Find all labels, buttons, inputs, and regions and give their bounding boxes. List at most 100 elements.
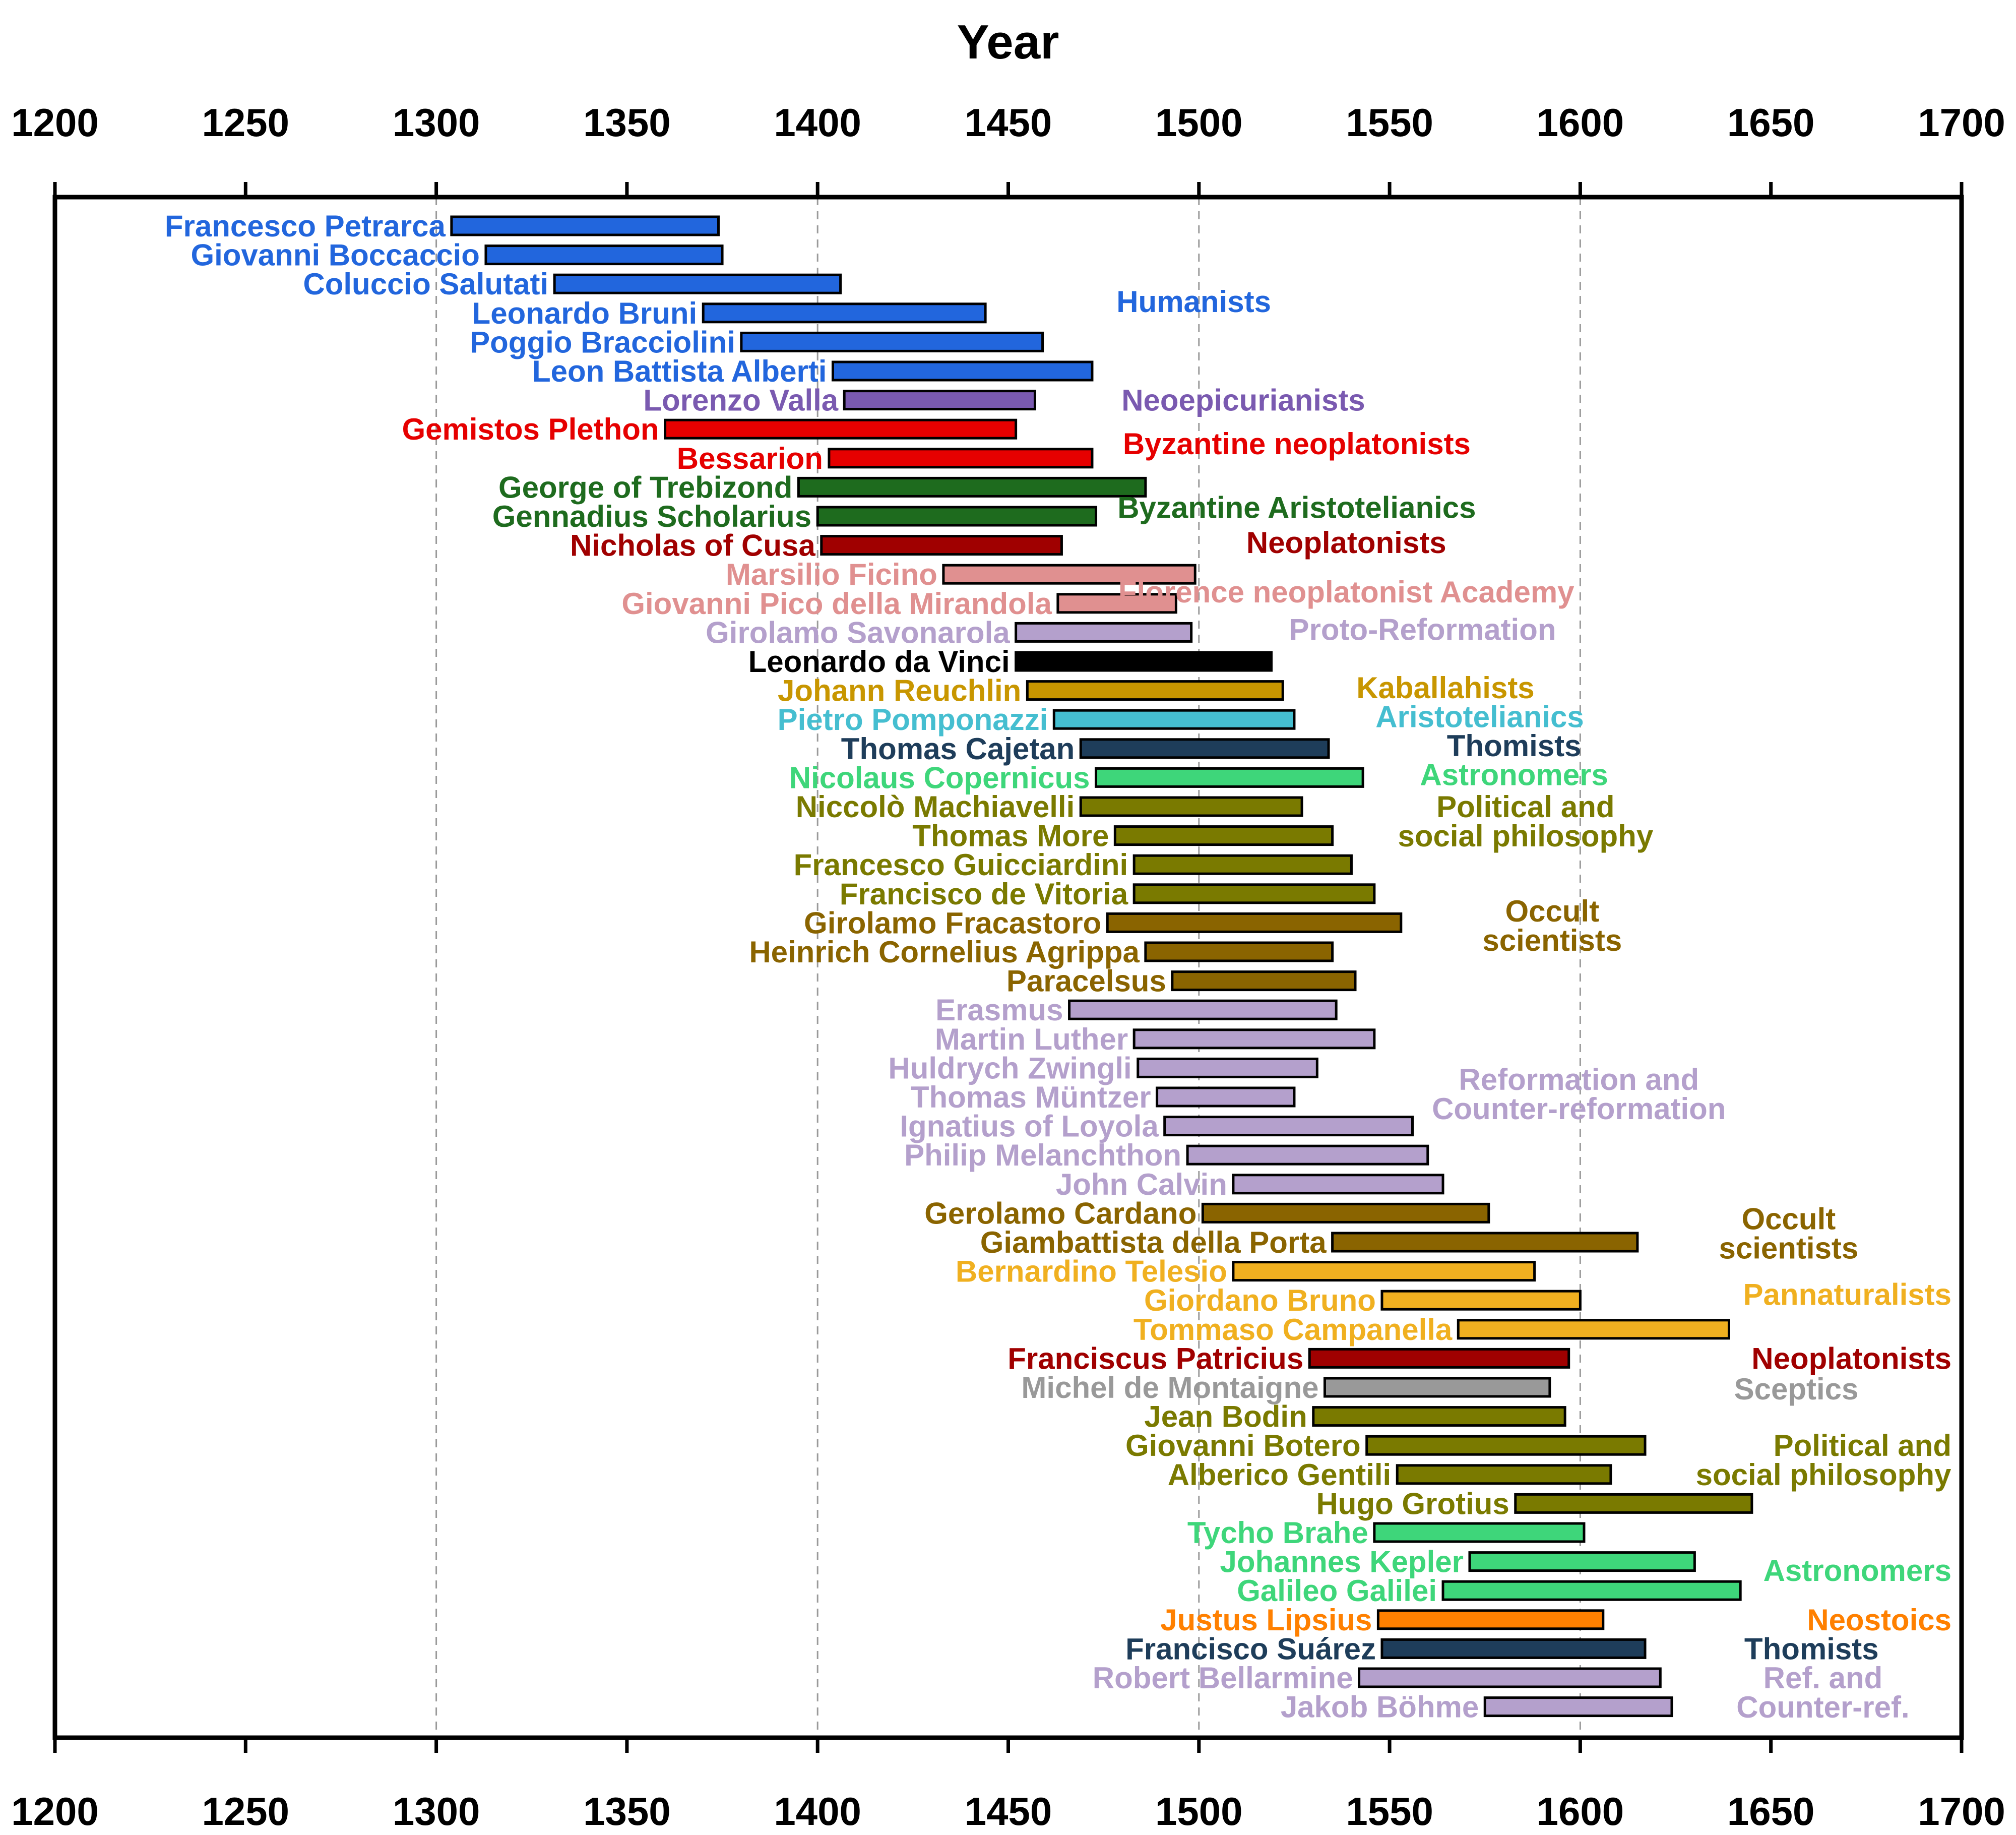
lifespan-bar bbox=[1373, 1522, 1586, 1543]
axes: Year 1200 1200 1250 1250 1300 1300 1350 1350 140… bbox=[11, 15, 2005, 1833]
lifespan-bar bbox=[1113, 825, 1334, 846]
x-tick-label-bottom: 1500 bbox=[1155, 1789, 1243, 1833]
lifespan-bar bbox=[1232, 1174, 1444, 1195]
person-label: Giovanni Botero bbox=[1125, 1429, 1361, 1462]
lifespan-bar bbox=[1156, 1086, 1296, 1108]
lifespan-bar bbox=[797, 476, 1147, 498]
lifespan-bar bbox=[1015, 651, 1273, 672]
x-tick-label-top: 1700 bbox=[1918, 100, 2005, 145]
group-label: Aristotelianics bbox=[1375, 700, 1584, 733]
lifespan-bar bbox=[1026, 680, 1284, 701]
person-label: Francesco Guicciardini bbox=[794, 848, 1128, 882]
x-tick-label-top: 1650 bbox=[1727, 100, 1815, 145]
person-label: Tommaso Campanella bbox=[1133, 1313, 1453, 1347]
person-label: Leonardo da Vinci bbox=[748, 645, 1010, 679]
person-label: Martin Luther bbox=[935, 1022, 1128, 1056]
lifespan-bar bbox=[1308, 1348, 1570, 1369]
lifespan-bar bbox=[1468, 1551, 1696, 1572]
lifespan-bar bbox=[1137, 1057, 1318, 1078]
group-label: scientists bbox=[1482, 924, 1622, 957]
lifespan-bar bbox=[1171, 970, 1357, 992]
lifespan-bar bbox=[1132, 1028, 1376, 1050]
person-label: Gerolamo Cardano bbox=[924, 1196, 1196, 1230]
x-tick-label-top: 1450 bbox=[965, 100, 1052, 145]
person-label: Justus Lipsius bbox=[1160, 1603, 1372, 1637]
person-label: Johannes Kepler bbox=[1220, 1545, 1464, 1579]
person-label: John Calvin bbox=[1056, 1168, 1227, 1201]
x-tick-label-top: 1500 bbox=[1155, 100, 1243, 145]
person-label: Erasmus bbox=[935, 993, 1063, 1027]
person-label: Huldrych Zwingli bbox=[888, 1051, 1131, 1085]
grid bbox=[435, 197, 1581, 1738]
person-label: Thomas More bbox=[912, 819, 1109, 853]
lifespan-bar bbox=[702, 302, 987, 324]
group-label: Political and bbox=[1774, 1429, 1951, 1462]
lifespan-bar bbox=[1380, 1638, 1647, 1659]
lifespan-bar bbox=[1323, 1377, 1551, 1398]
lifespan-bar bbox=[1106, 912, 1403, 933]
person-label: Michel de Montaigne bbox=[1021, 1371, 1318, 1404]
lifespan-bar bbox=[1441, 1580, 1742, 1601]
lifespan-bar bbox=[450, 215, 720, 236]
person-label: Thomas Müntzer bbox=[911, 1080, 1151, 1114]
group-label: Florence neoplatonist Academy bbox=[1118, 575, 1574, 609]
lifespan-bar bbox=[1132, 883, 1376, 904]
x-tick-label-top: 1550 bbox=[1346, 100, 1433, 145]
group-label: Neostoics bbox=[1807, 1603, 1951, 1637]
person-label: Bernardino Telesio bbox=[956, 1255, 1227, 1289]
lifespan-bar bbox=[1232, 1261, 1536, 1282]
group-label: Political and bbox=[1436, 790, 1614, 824]
person-label: Francesco Petrarca bbox=[165, 209, 446, 243]
x-tick-label-top: 1200 bbox=[11, 100, 99, 145]
person-label: Ignatius of Loyola bbox=[900, 1110, 1159, 1143]
lifespan-bar bbox=[1365, 1435, 1647, 1456]
person-label: Galileo Galilei bbox=[1237, 1574, 1437, 1608]
person-label: Giordano Bruno bbox=[1144, 1283, 1376, 1317]
person-label: Heinrich Cornelius Agrippa bbox=[749, 935, 1140, 969]
x-tick-label-bottom: 1450 bbox=[965, 1789, 1052, 1833]
group-label: Counter-ref. bbox=[1736, 1690, 1909, 1724]
bars bbox=[450, 215, 1753, 1718]
group-label: Pannaturalists bbox=[1743, 1278, 1951, 1312]
person-label: Marsilio Ficino bbox=[726, 558, 937, 591]
lifespan-bar bbox=[1483, 1696, 1673, 1718]
person-label: George of Trebizond bbox=[498, 470, 792, 504]
person-label: Robert Bellarmine bbox=[1093, 1661, 1353, 1695]
x-tick-label-top: 1350 bbox=[583, 100, 671, 145]
person-label: Poggio Bracciolini bbox=[470, 325, 735, 359]
x-tick-label-top: 1300 bbox=[393, 100, 480, 145]
lifespan-bar bbox=[1376, 1609, 1605, 1630]
lifespan-bar bbox=[1144, 941, 1334, 962]
lifespan-bar bbox=[1514, 1493, 1753, 1514]
person-label: Coluccio Salutati bbox=[303, 267, 548, 301]
lifespan-bar bbox=[1079, 738, 1330, 759]
group-label: scientists bbox=[1719, 1232, 1858, 1265]
x-tick-label-bottom: 1200 bbox=[11, 1789, 99, 1833]
lifespan-bar bbox=[1079, 796, 1303, 817]
lifespan-bar bbox=[1132, 854, 1353, 875]
lifespan-bar bbox=[1015, 622, 1193, 643]
group-label: Proto-Reformation bbox=[1289, 613, 1556, 647]
x-tick-label-top: 1400 bbox=[774, 100, 861, 145]
x-axis-title: Year bbox=[957, 15, 1059, 69]
lifespan-bar bbox=[1312, 1406, 1566, 1427]
person-label: Girolamo Savonarola bbox=[706, 616, 1010, 649]
lifespan-bar bbox=[1068, 999, 1338, 1020]
lifespan-bar bbox=[740, 331, 1044, 352]
person-label: Nicholas of Cusa bbox=[570, 529, 815, 563]
person-label: Bessarion bbox=[677, 442, 823, 475]
lifespan-bar bbox=[816, 506, 1098, 527]
lifespan-bar bbox=[828, 448, 1094, 469]
group-label: Byzantine Aristotelianics bbox=[1117, 491, 1476, 525]
person-label: Giovanni Boccaccio bbox=[191, 238, 480, 272]
group-label: Occult bbox=[1742, 1202, 1836, 1236]
lifespan-bar bbox=[1331, 1232, 1639, 1253]
group-label: Sceptics bbox=[1734, 1372, 1859, 1406]
x-tick-label-top: 1250 bbox=[202, 100, 290, 145]
group-label: Byzantine neoplatonists bbox=[1123, 427, 1471, 461]
person-label: Nicolaus Copernicus bbox=[789, 761, 1090, 794]
lifespan-bar bbox=[664, 418, 1018, 440]
group-label: Neoepicurianists bbox=[1121, 384, 1365, 417]
person-label: Philip Melanchthon bbox=[904, 1138, 1181, 1172]
lifespan-bar bbox=[1186, 1144, 1429, 1166]
